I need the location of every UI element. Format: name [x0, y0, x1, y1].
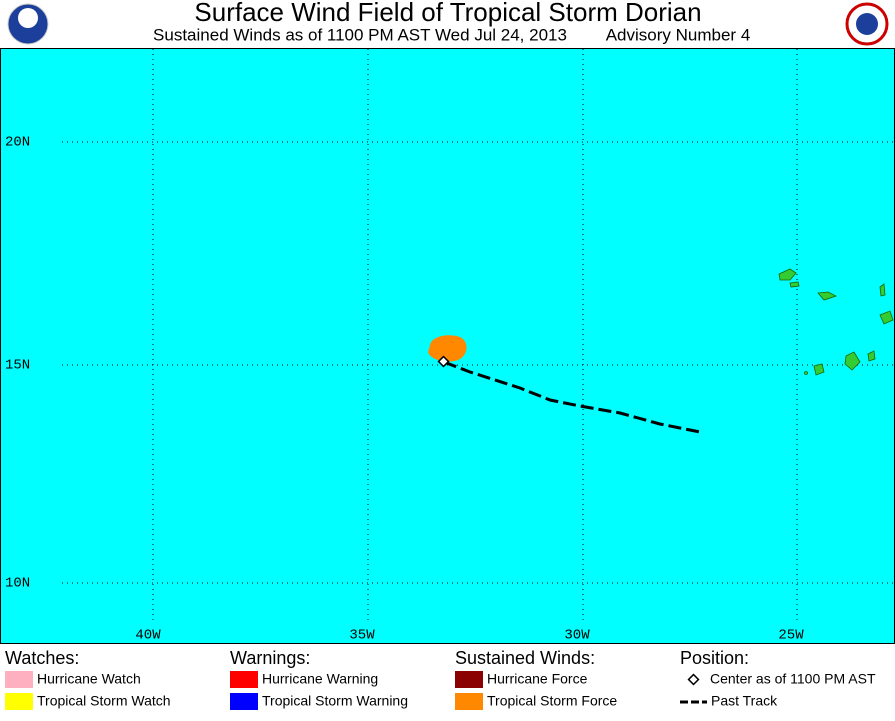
ts-wind-field — [428, 335, 467, 362]
legend-swatch — [5, 693, 33, 710]
legend-item: Tropical Storm Warning — [262, 693, 408, 709]
legend-title: Sustained Winds: — [455, 648, 595, 668]
legend-title: Position: — [680, 648, 749, 668]
legend-item: Center as of 1100 PM AST — [710, 671, 876, 687]
lon-label: 30W — [564, 628, 590, 644]
lon-label: 35W — [349, 628, 375, 644]
storm-center — [437, 355, 450, 368]
lon-label: 25W — [778, 628, 804, 644]
title: Surface Wind Field of Tropical Storm Dor… — [194, 0, 701, 27]
legend-item: Hurricane Force — [487, 671, 588, 687]
legend-swatch — [230, 671, 258, 688]
legend-title: Warnings: — [230, 648, 310, 668]
legend-item: Hurricane Watch — [37, 671, 141, 687]
legend-swatch — [5, 671, 33, 688]
advisory: Advisory Number 4 — [606, 25, 751, 44]
legend-swatch — [230, 693, 258, 710]
lon-label: 40W — [135, 628, 161, 644]
lat-label: 20N — [5, 135, 30, 151]
legend-item: Past Track — [711, 693, 778, 709]
legend-center-icon — [687, 673, 700, 686]
lat-label: 10N — [5, 576, 30, 592]
legend-item: Hurricane Warning — [262, 671, 378, 687]
nws-logo-mark — [856, 13, 878, 35]
legend-item: Tropical Storm Watch — [37, 693, 171, 709]
noaa-logo-mark — [18, 8, 38, 28]
subtitle: Sustained Winds as of 1100 PM AST Wed Ju… — [153, 25, 567, 44]
lat-label: 15N — [5, 358, 30, 374]
legend-item: Tropical Storm Force — [487, 693, 617, 709]
past-track — [443, 360, 701, 434]
legend-swatch — [455, 693, 483, 710]
legend-title: Watches: — [5, 648, 79, 668]
legend-swatch — [455, 671, 483, 688]
islands — [778, 268, 894, 376]
